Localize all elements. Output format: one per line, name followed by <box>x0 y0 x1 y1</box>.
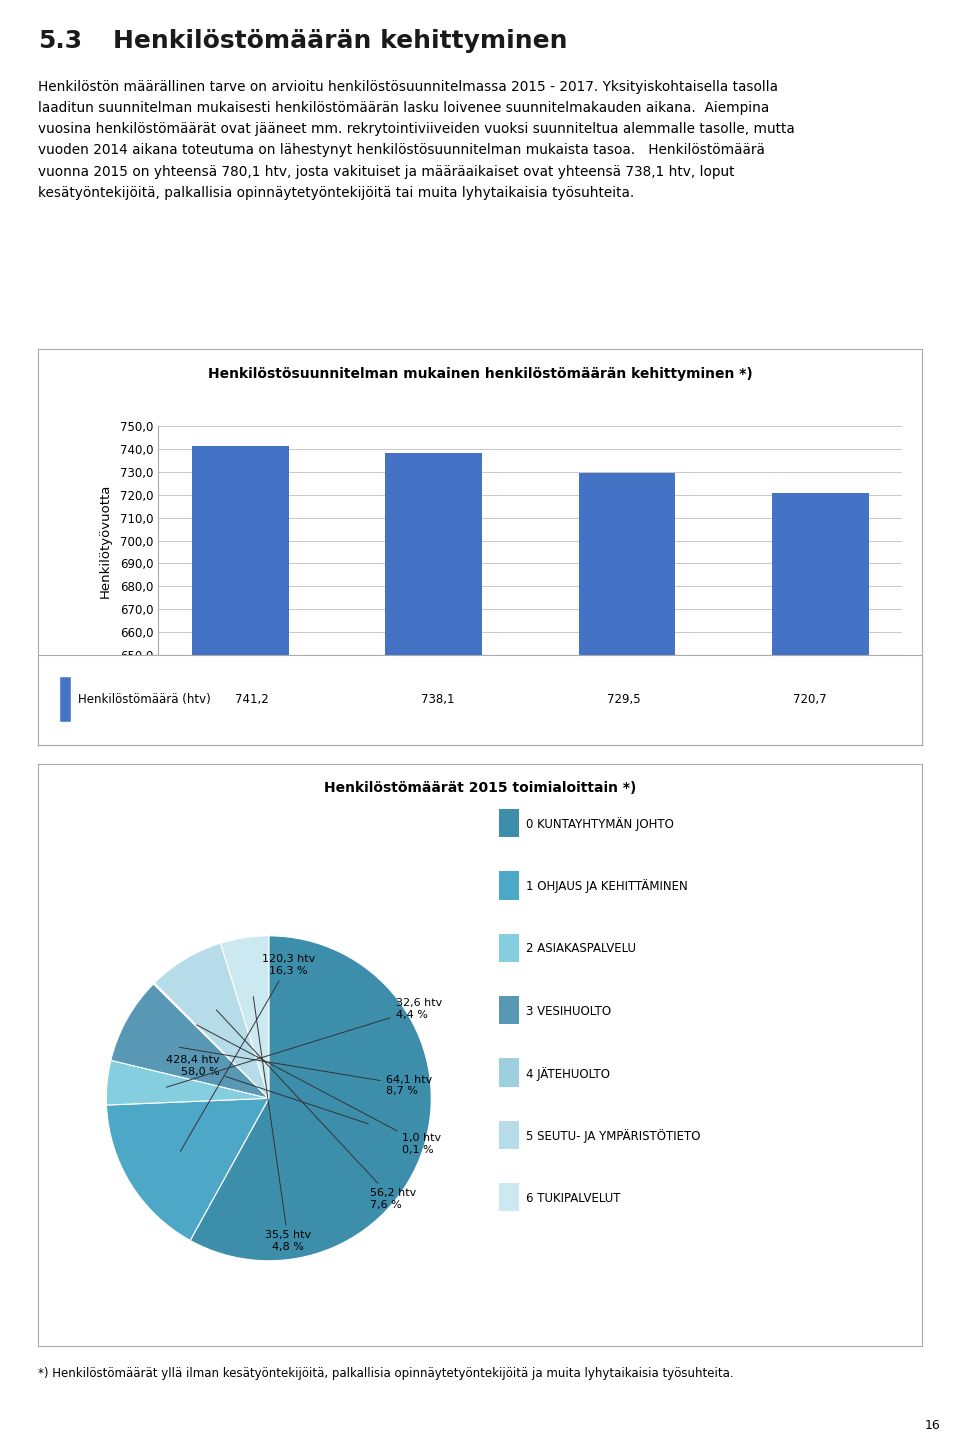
Wedge shape <box>221 936 269 1099</box>
Bar <box>499 1120 519 1149</box>
Bar <box>772 493 869 1455</box>
Text: 56,2 htv
7,6 %: 56,2 htv 7,6 % <box>216 1010 416 1209</box>
Text: 1 OHJAUS JA KEHITTÄMINEN: 1 OHJAUS JA KEHITTÄMINEN <box>526 879 687 893</box>
Text: 741,2: 741,2 <box>234 694 268 706</box>
Text: 738,1: 738,1 <box>420 694 454 706</box>
Text: 720,7: 720,7 <box>793 694 827 706</box>
Bar <box>499 809 519 837</box>
Text: 64,1 htv
8,7 %: 64,1 htv 8,7 % <box>180 1048 432 1096</box>
Bar <box>60 677 71 722</box>
Bar <box>499 1058 519 1087</box>
Wedge shape <box>107 1099 269 1241</box>
Wedge shape <box>110 984 269 1099</box>
Y-axis label: Henkilötyövuotta: Henkilötyövuotta <box>99 483 111 598</box>
Text: Henkilöstömäärän kehittyminen: Henkilöstömäärän kehittyminen <box>113 29 568 52</box>
Text: 5 SEUTU- JA YMPÄRISTÖTIETO: 5 SEUTU- JA YMPÄRISTÖTIETO <box>526 1129 700 1144</box>
Text: 16: 16 <box>925 1419 941 1432</box>
Text: Henkilöstösuunnitelman mukainen henkilöstömäärän kehittyminen *): Henkilöstösuunnitelman mukainen henkilös… <box>207 367 753 381</box>
Text: Henkilöstön määrällinen tarve on arvioitu henkilöstösuunnitelmassa 2015 - 2017. : Henkilöstön määrällinen tarve on arvioit… <box>38 80 795 199</box>
Text: 3 VESIHUOLTO: 3 VESIHUOLTO <box>526 1005 611 1017</box>
Wedge shape <box>154 984 269 1099</box>
Text: 35,5 htv
4,8 %: 35,5 htv 4,8 % <box>253 997 311 1253</box>
Bar <box>499 995 519 1024</box>
Text: 4 JÄTEHUOLTO: 4 JÄTEHUOLTO <box>526 1067 610 1081</box>
Wedge shape <box>190 936 431 1261</box>
Bar <box>499 1183 519 1212</box>
Text: Henkilöstömäärät 2015 toimialoittain *): Henkilöstömäärät 2015 toimialoittain *) <box>324 781 636 796</box>
Text: 1,0 htv
0,1 %: 1,0 htv 0,1 % <box>197 1024 442 1155</box>
Bar <box>499 872 519 899</box>
Wedge shape <box>155 943 269 1099</box>
Text: 729,5: 729,5 <box>607 694 640 706</box>
Bar <box>579 473 675 1455</box>
Text: 6 TUKIPALVELUT: 6 TUKIPALVELUT <box>526 1192 620 1205</box>
Bar <box>386 454 482 1455</box>
Bar <box>192 447 289 1455</box>
Text: 428,4 htv
58,0 %: 428,4 htv 58,0 % <box>166 1055 369 1123</box>
Text: 0 KUNTAYHTYMÄN JOHTO: 0 KUNTAYHTYMÄN JOHTO <box>526 818 674 831</box>
Bar <box>499 934 519 962</box>
Text: 32,6 htv
4,4 %: 32,6 htv 4,4 % <box>166 998 442 1087</box>
Text: 120,3 htv
16,3 %: 120,3 htv 16,3 % <box>180 954 315 1151</box>
Wedge shape <box>107 1061 269 1104</box>
Text: Henkilöstömäärä (htv): Henkilöstömäärä (htv) <box>78 694 211 706</box>
Text: 5.3: 5.3 <box>38 29 83 52</box>
Text: 2 ASIAKASPALVELU: 2 ASIAKASPALVELU <box>526 943 636 956</box>
Text: *) Henkilöstömäärät yllä ilman kesätyöntekijöitä, palkallisia opinnäytetyöntekij: *) Henkilöstömäärät yllä ilman kesätyönt… <box>38 1368 734 1379</box>
